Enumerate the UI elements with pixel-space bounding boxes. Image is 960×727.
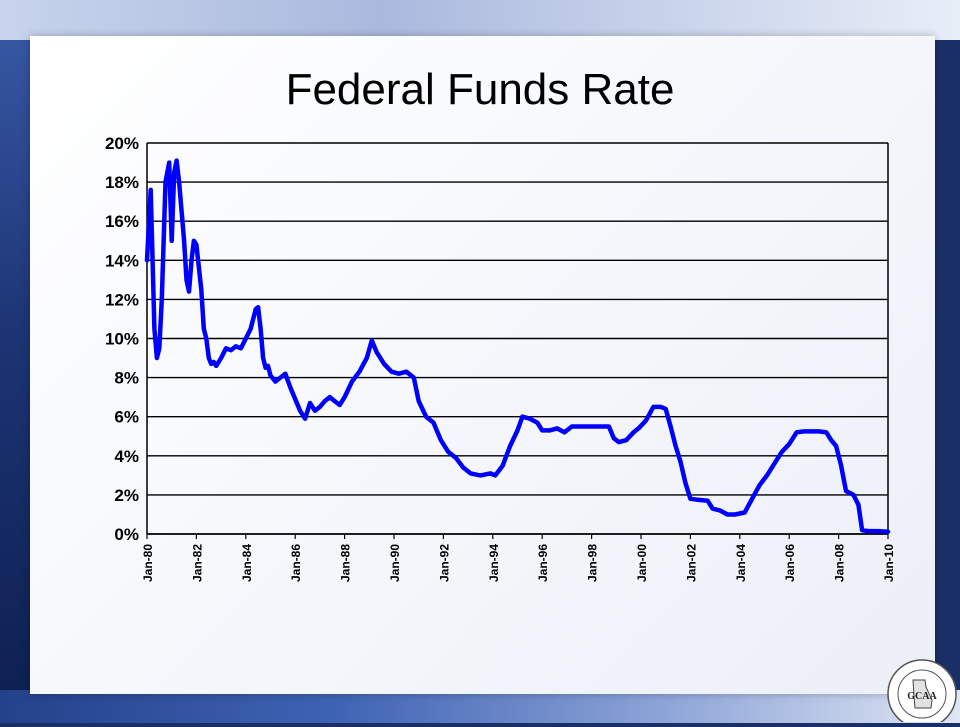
y-tick-label: 18% [105, 173, 139, 192]
x-tick-label: Jan-92 [437, 544, 451, 582]
background-bottom-band [0, 690, 960, 723]
y-tick-label: 8% [114, 369, 139, 388]
y-tick-label: 14% [105, 251, 139, 270]
chart-gridlines [147, 142, 888, 535]
x-tick-label: Jan-94 [487, 544, 501, 582]
x-tick-label: Jan-84 [240, 544, 254, 582]
x-tick-label: Jan-96 [536, 544, 550, 582]
y-tick-label: 2% [114, 486, 139, 505]
gcaa-logo: GCAA [880, 656, 958, 727]
y-tick-label: 6% [114, 408, 139, 427]
y-tick-label: 16% [105, 212, 139, 231]
series-line-federal-funds-rate [144, 158, 891, 534]
background-top-band [0, 0, 960, 40]
x-tick-label: Jan-02 [684, 544, 698, 582]
x-tick-label: Jan-00 [635, 544, 649, 582]
y-tick-label: 0% [114, 525, 139, 544]
chart-axes [146, 143, 889, 539]
x-axis-ticks: Jan-80 Jan-82 Jan-84 Jan-86 Jan-88 Jan-90 Jan-… [141, 544, 896, 582]
gcaa-logo-text: GCAA [907, 691, 937, 702]
x-tick-label: Jan-88 [339, 544, 353, 582]
slide-title: Federal Funds Rate [285, 65, 675, 114]
y-axis-ticks: 0% 2% 4% 6% 8% 10% 12% 14% 16% 18% 20% [105, 134, 139, 544]
x-tick-label: Jan-06 [783, 544, 797, 582]
y-tick-label: 10% [105, 330, 139, 349]
x-tick-label: Jan-80 [141, 544, 155, 582]
x-tick-label: Jan-10 [882, 544, 896, 582]
slide-panel [30, 36, 935, 694]
y-tick-label: 4% [114, 447, 139, 466]
x-tick-label: Jan-98 [586, 544, 600, 582]
x-tick-label: Jan-82 [190, 544, 204, 582]
x-tick-label: Jan-08 [833, 544, 847, 582]
x-tick-label: Jan-86 [289, 544, 303, 582]
chart-series [144, 158, 891, 534]
y-tick-label: 20% [105, 134, 139, 153]
y-tick-label: 12% [105, 290, 139, 309]
x-tick-label: Jan-90 [388, 544, 402, 582]
x-tick-label: Jan-04 [734, 544, 748, 582]
